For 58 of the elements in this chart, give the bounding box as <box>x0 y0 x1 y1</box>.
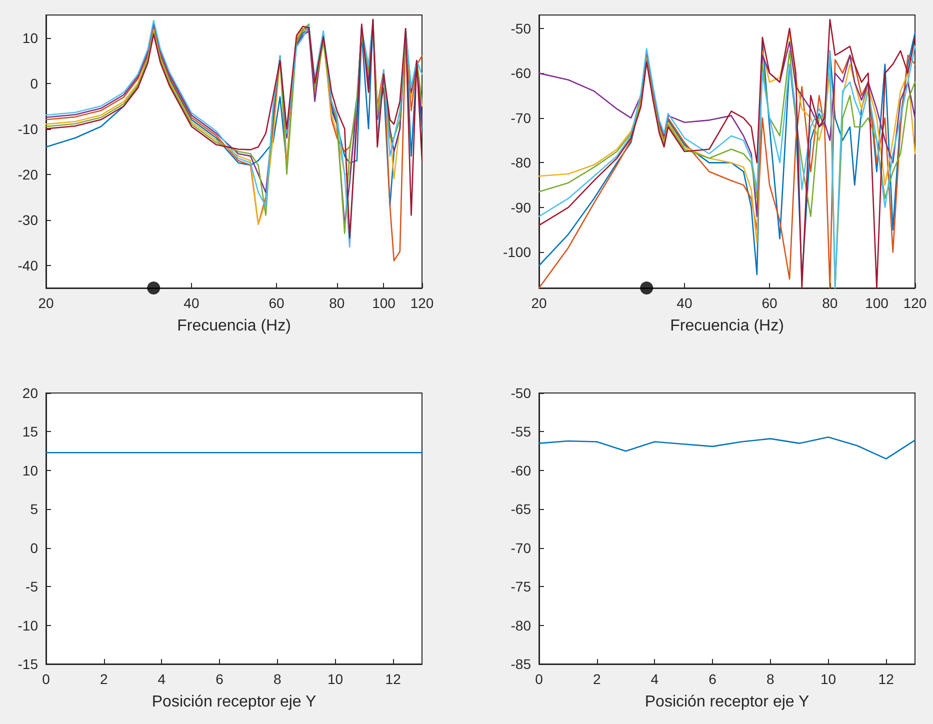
y-tick-label: -40 <box>18 257 38 274</box>
x-tick-label: 20 <box>531 295 547 311</box>
y-tick-label: 0 <box>30 75 38 92</box>
x-tick-label: 80 <box>329 295 345 311</box>
y-tick-label: -5 <box>26 578 38 595</box>
y-tick-label: -60 <box>510 462 532 478</box>
x-tick-label: 60 <box>762 295 778 311</box>
y-tick-label: -55 <box>510 424 532 440</box>
y-tick-label: -70 <box>510 540 532 556</box>
x-axis-title: Posición receptor eje Y <box>644 694 810 710</box>
y-tick-label: 20 <box>22 385 38 401</box>
x-tick-label: 120 <box>903 295 927 311</box>
x-tick-label: 100 <box>372 295 396 311</box>
x-tick-label: 2 <box>100 671 108 687</box>
x-tick-label: 12 <box>385 671 402 687</box>
x-axis-title: Frecuencia (Hz) <box>177 318 291 334</box>
x-tick-label: 6 <box>216 671 224 687</box>
x-tick-label: 10 <box>820 671 836 687</box>
x-tick-label: 120 <box>410 295 434 311</box>
y-tick-label: -90 <box>510 199 532 216</box>
y-tick-label: -65 <box>510 501 532 518</box>
y-tick-label: -85 <box>510 656 532 672</box>
x-tick-label: 0 <box>535 671 544 687</box>
y-tick-label: -80 <box>510 154 532 171</box>
y-tick-label: -10 <box>18 617 38 634</box>
y-tick-label: 10 <box>22 462 38 478</box>
x-axis-title: Posición receptor eje Y <box>152 694 316 710</box>
y-tick-label: 5 <box>30 501 38 518</box>
x-tick-label: 8 <box>766 671 774 687</box>
x-tick-label: 40 <box>676 295 692 311</box>
x-tick-label: 8 <box>273 671 282 687</box>
y-tick-label: -15 <box>18 656 38 672</box>
y-tick-label: -50 <box>510 385 532 401</box>
y-tick-label: -100 <box>502 244 532 260</box>
x-tick-label: 6 <box>708 671 717 687</box>
x-tick-label: 80 <box>822 295 838 311</box>
y-tick-label: 15 <box>22 424 38 440</box>
y-tick-label: -70 <box>510 110 532 126</box>
y-tick-label: -60 <box>510 65 532 82</box>
y-tick-label: -30 <box>18 212 38 228</box>
y-tick-label: -50 <box>510 20 532 36</box>
line-series <box>538 436 916 460</box>
x-tick-label: 2 <box>592 671 601 687</box>
y-tick-label: -20 <box>18 166 38 182</box>
x-tick-label: 10 <box>327 671 344 687</box>
y-tick-label: -75 <box>510 578 532 595</box>
x-axis-title: Frecuencia (Hz) <box>670 318 784 334</box>
y-tick-label: -80 <box>510 617 532 634</box>
y-tick-label: 0 <box>30 540 38 556</box>
x-tick-label: 4 <box>158 671 166 687</box>
x-tick-label: 12 <box>878 671 894 687</box>
y-tick-label: -10 <box>18 120 38 137</box>
y-tick-label: 10 <box>22 30 38 46</box>
x-tick-label: 0 <box>42 671 50 687</box>
x-tick-label: 4 <box>650 671 659 687</box>
x-tick-label: 60 <box>268 295 285 311</box>
x-tick-label: 40 <box>184 295 200 311</box>
x-tick-label: 100 <box>865 295 889 311</box>
